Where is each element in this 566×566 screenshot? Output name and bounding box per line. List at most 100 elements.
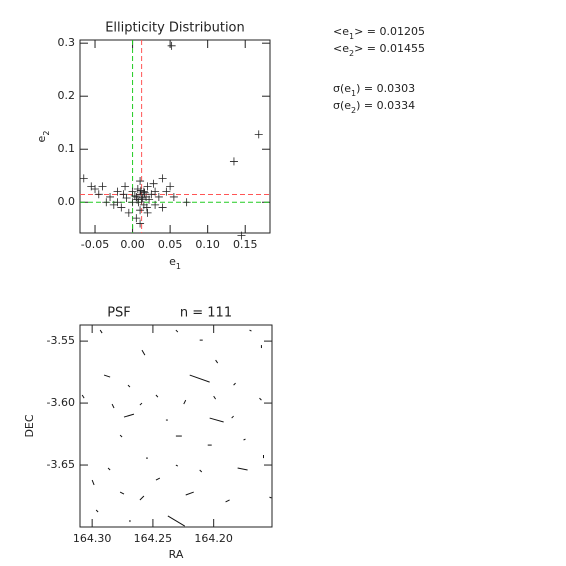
x-tick-label: 0.10 xyxy=(195,238,220,251)
point xyxy=(94,190,103,199)
whisker xyxy=(139,495,145,501)
whisker xyxy=(183,399,187,405)
point xyxy=(154,192,163,201)
y-axis-label: e2 xyxy=(35,131,51,143)
x-tick-label: 0.05 xyxy=(158,238,183,251)
point xyxy=(130,191,139,200)
point xyxy=(119,190,128,199)
whisker xyxy=(155,394,159,398)
whisker xyxy=(231,415,234,419)
point xyxy=(158,174,167,183)
whisker xyxy=(103,374,111,378)
chart-subtitle: n = 111 xyxy=(180,306,232,321)
x-tick-label: 164.20 xyxy=(194,532,233,545)
chart-title: Ellipticity Distribution xyxy=(105,21,245,36)
point xyxy=(113,198,122,207)
y-tick-label: -3.65 xyxy=(47,458,75,471)
whisker xyxy=(259,397,262,401)
point xyxy=(142,203,151,212)
x-tick-label: 164.25 xyxy=(134,532,173,545)
whisker xyxy=(107,467,111,471)
point xyxy=(113,187,122,196)
x-tick-label: 0.15 xyxy=(233,238,258,251)
point xyxy=(162,187,171,196)
y-tick-label: 0.3 xyxy=(58,36,76,49)
text-part: <e xyxy=(333,42,349,55)
point xyxy=(106,192,115,201)
y-tick-label: 0.1 xyxy=(58,142,76,155)
point xyxy=(229,157,238,166)
point xyxy=(128,187,137,196)
point xyxy=(102,198,111,207)
subscript: 2 xyxy=(349,49,354,58)
plot-frame xyxy=(79,324,273,528)
subscript: 1 xyxy=(349,32,354,41)
whisker xyxy=(249,329,252,332)
subscript: 1 xyxy=(351,89,356,98)
annotation: σ(e1) = 0.0303 xyxy=(333,82,415,98)
x-tick-label: 164.30 xyxy=(73,532,112,545)
text-part: > = 0.01205 xyxy=(354,25,425,38)
text-part: e xyxy=(35,135,48,142)
point xyxy=(237,231,246,240)
point xyxy=(145,195,154,204)
whisker xyxy=(213,395,217,400)
whisker xyxy=(237,467,248,471)
whisker xyxy=(127,384,131,388)
whisker xyxy=(139,402,143,406)
whisker xyxy=(185,491,194,496)
point xyxy=(169,192,178,201)
whisker xyxy=(91,479,95,486)
x-tick-label: 0.00 xyxy=(120,238,145,251)
whisker xyxy=(81,394,85,399)
whisker xyxy=(111,403,115,409)
y-tick-label: -3.55 xyxy=(47,334,75,347)
x-tick-label: -0.05 xyxy=(81,238,109,251)
chart-title: PSF xyxy=(107,306,131,321)
annotation: σ(e2) = 0.0334 xyxy=(333,99,415,115)
text-part: e xyxy=(169,255,176,268)
point xyxy=(133,195,142,204)
whisker xyxy=(209,417,224,423)
point xyxy=(121,182,130,191)
x-axis-label: e1 xyxy=(169,255,181,271)
y-axis-label: DEC xyxy=(23,414,36,437)
text-part: ) = 0.0303 xyxy=(356,82,415,95)
subscript: 1 xyxy=(176,262,181,271)
point xyxy=(136,219,145,228)
whisker xyxy=(243,438,246,441)
whisker xyxy=(199,469,203,473)
text-part: > = 0.01455 xyxy=(354,42,425,55)
whisker xyxy=(269,496,272,499)
subscript: 2 xyxy=(42,131,51,136)
point xyxy=(98,182,107,191)
point xyxy=(128,198,137,207)
whisker xyxy=(189,374,210,383)
whisker xyxy=(155,477,161,481)
whisker xyxy=(215,359,219,364)
whisker xyxy=(141,349,146,356)
whisker xyxy=(99,329,103,334)
point xyxy=(140,188,149,197)
point xyxy=(166,182,175,191)
whisker xyxy=(233,382,236,386)
whisker xyxy=(225,499,230,503)
point xyxy=(254,130,263,139)
point xyxy=(136,177,145,186)
text-part: σ(e xyxy=(333,99,351,112)
point xyxy=(117,203,126,212)
y-tick-label: 0.2 xyxy=(58,89,76,102)
point xyxy=(136,186,145,195)
point xyxy=(182,198,191,207)
whisker xyxy=(119,491,125,495)
whisker xyxy=(123,413,135,418)
annotation: <e2> = 0.01455 xyxy=(333,42,425,58)
point xyxy=(143,208,152,217)
point xyxy=(149,179,158,188)
whisker xyxy=(119,434,123,438)
annotation: <e1> = 0.01205 xyxy=(333,25,425,41)
point xyxy=(158,203,167,212)
point xyxy=(138,194,147,203)
text-part: ) = 0.0334 xyxy=(356,99,415,112)
